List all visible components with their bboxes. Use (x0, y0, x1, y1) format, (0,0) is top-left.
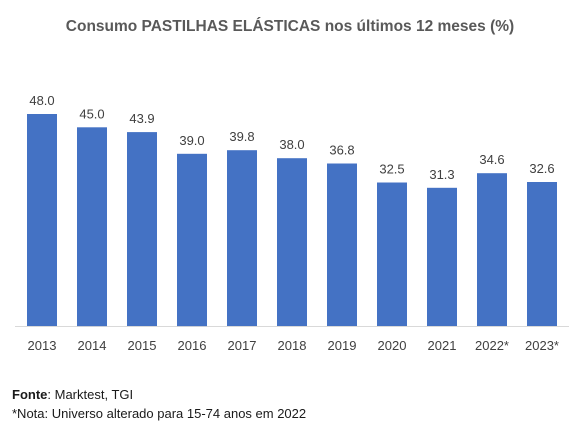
x-tick-label-2021: 2021 (428, 338, 457, 353)
x-tick-label-2019: 2019 (328, 338, 357, 353)
chart-title: Consumo PASTILHAS ELÁSTICAS nos últimos … (65, 18, 515, 35)
bar-2021 (427, 187, 457, 326)
data-label-2020: 32.5 (379, 162, 404, 177)
bar-2019 (327, 163, 357, 326)
x-tick-label-2013: 2013 (28, 338, 57, 353)
bar-2016 (177, 153, 207, 327)
bar-2022 (477, 173, 507, 326)
data-label-2013: 48.0 (29, 93, 54, 108)
data-label-2023: 32.6 (529, 161, 554, 176)
bar-2017 (227, 150, 257, 326)
universe-note: *Nota: Universo alterado para 15-74 anos… (12, 406, 307, 421)
data-label-2015: 43.9 (129, 111, 154, 126)
bar-2015 (127, 132, 157, 326)
x-tick-label-2020: 2020 (378, 338, 407, 353)
data-label-2017: 39.8 (229, 129, 254, 144)
x-tick-label-2018: 2018 (278, 338, 307, 353)
data-label-2021: 31.3 (429, 167, 454, 182)
x-tick-label-2016: 2016 (178, 338, 207, 353)
data-label-2016: 39.0 (179, 133, 204, 148)
x-tick-label-2022: 2022* (475, 338, 509, 353)
data-label-2018: 38.0 (279, 137, 304, 152)
bar-2013 (27, 114, 57, 326)
data-label-2022: 34.6 (479, 152, 504, 167)
data-label-2019: 36.8 (329, 143, 354, 158)
x-tick-label-2014: 2014 (78, 338, 107, 353)
source-label: Fonte (12, 387, 48, 402)
bar-2023 (527, 182, 557, 326)
x-tick-label-2023: 2023* (525, 338, 559, 353)
bar-2014 (77, 127, 107, 327)
bar-2020 (377, 182, 407, 326)
bar-2018 (277, 158, 307, 326)
x-tick-label-2017: 2017 (228, 338, 257, 353)
source-note: Fonte: Marktest, TGI (12, 387, 133, 402)
x-tick-label-2015: 2015 (128, 338, 157, 353)
source-text: : Marktest, TGI (47, 387, 134, 402)
data-label-2014: 45.0 (79, 106, 104, 121)
